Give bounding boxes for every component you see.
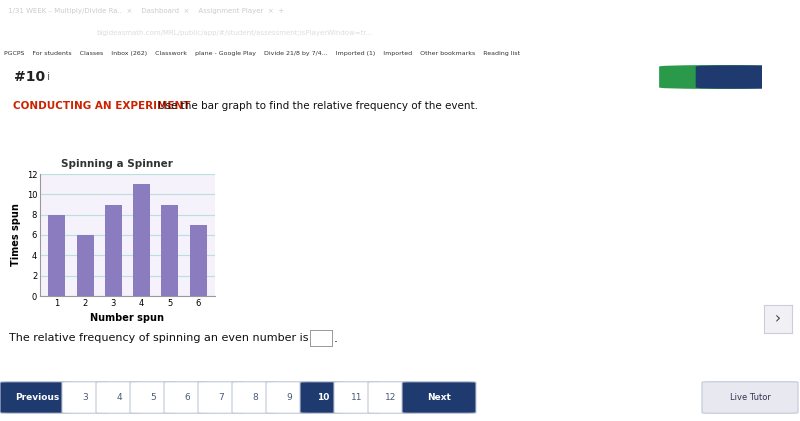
- Text: CONDUCTING AN EXPERIMENT: CONDUCTING AN EXPERIMENT: [13, 101, 190, 111]
- FancyBboxPatch shape: [96, 382, 142, 413]
- FancyBboxPatch shape: [198, 382, 244, 413]
- FancyBboxPatch shape: [334, 382, 380, 413]
- FancyBboxPatch shape: [696, 65, 789, 89]
- Bar: [105, 205, 122, 296]
- Text: 8: 8: [252, 393, 258, 402]
- Text: 12: 12: [386, 393, 397, 402]
- Text: bigideasmath.com/MRL/public/app/#/student/assessment;isPlayerWindow=tr...: bigideasmath.com/MRL/public/app/#/studen…: [96, 30, 372, 36]
- Text: Use the bar graph to find the relative frequency of the event.: Use the bar graph to find the relative f…: [158, 101, 478, 111]
- Text: .: .: [334, 331, 338, 344]
- Text: 3: 3: [82, 393, 88, 402]
- FancyBboxPatch shape: [164, 382, 210, 413]
- Text: i: i: [47, 72, 50, 82]
- Text: 1/31 WEEK – Multiply/Divide Ra..  ×    Dashboard  ×    Assignment Player  ×  +: 1/31 WEEK – Multiply/Divide Ra.. × Dashb…: [8, 8, 284, 14]
- Text: ›: ›: [775, 312, 781, 327]
- Text: 5: 5: [150, 393, 156, 402]
- FancyBboxPatch shape: [232, 382, 278, 413]
- Text: 4: 4: [116, 393, 122, 402]
- Text: Next: Next: [427, 393, 451, 402]
- FancyBboxPatch shape: [62, 382, 108, 413]
- Text: 10: 10: [317, 393, 329, 402]
- Text: Previous: Previous: [15, 393, 59, 402]
- FancyBboxPatch shape: [702, 382, 798, 413]
- FancyBboxPatch shape: [266, 382, 312, 413]
- Text: 6: 6: [184, 393, 190, 402]
- X-axis label: Number spun: Number spun: [90, 313, 165, 323]
- Text: PGCPS    For students    Classes    Inbox (262)    Classwork    plane - Google P: PGCPS For students Classes Inbox (262) C…: [4, 51, 520, 56]
- Bar: [77, 235, 94, 296]
- Bar: [49, 215, 66, 296]
- FancyBboxPatch shape: [130, 382, 176, 413]
- Bar: [162, 205, 178, 296]
- Text: 11: 11: [351, 393, 362, 402]
- FancyBboxPatch shape: [0, 382, 74, 413]
- Text: #10: #10: [14, 70, 45, 84]
- Text: Spinning a Spinner: Spinning a Spinner: [61, 159, 173, 169]
- FancyBboxPatch shape: [678, 65, 771, 89]
- Text: Live Tutor: Live Tutor: [730, 393, 770, 402]
- FancyBboxPatch shape: [659, 65, 752, 89]
- Bar: [133, 184, 150, 296]
- Bar: [190, 225, 206, 296]
- Text: 7: 7: [218, 393, 224, 402]
- FancyBboxPatch shape: [402, 382, 476, 413]
- Text: 9: 9: [286, 393, 292, 402]
- Y-axis label: Times spun: Times spun: [11, 204, 21, 266]
- Text: The relative frequency of spinning an even number is: The relative frequency of spinning an ev…: [9, 333, 309, 343]
- FancyBboxPatch shape: [300, 382, 346, 413]
- FancyBboxPatch shape: [368, 382, 414, 413]
